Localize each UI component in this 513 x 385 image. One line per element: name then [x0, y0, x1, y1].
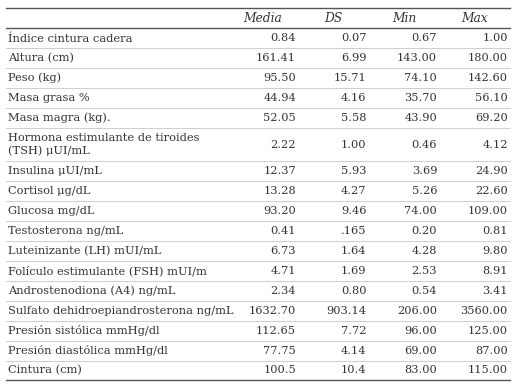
Text: Cintura (cm): Cintura (cm) [8, 365, 82, 376]
Text: Presión diastólica mmHg/dl: Presión diastólica mmHg/dl [8, 345, 168, 356]
Text: 0.46: 0.46 [411, 139, 437, 149]
Text: 96.00: 96.00 [404, 326, 437, 336]
Text: 52.05: 52.05 [263, 113, 296, 123]
Text: 180.00: 180.00 [468, 53, 508, 63]
Text: 3.41: 3.41 [482, 286, 508, 296]
Text: Max: Max [461, 12, 488, 25]
Text: 903.14: 903.14 [327, 306, 367, 316]
Text: 10.4: 10.4 [341, 365, 367, 375]
Text: 1.00: 1.00 [482, 33, 508, 43]
Text: 4.16: 4.16 [341, 93, 367, 103]
Text: 74.00: 74.00 [404, 206, 437, 216]
Text: Min: Min [392, 12, 416, 25]
Text: Presión sistólica mmHg/dl: Presión sistólica mmHg/dl [8, 325, 160, 336]
Text: Cortisol μg/dL: Cortisol μg/dL [8, 186, 90, 196]
Text: 87.00: 87.00 [475, 346, 508, 355]
Text: 4.14: 4.14 [341, 346, 367, 355]
Text: 115.00: 115.00 [468, 365, 508, 375]
Text: 3.69: 3.69 [411, 166, 437, 176]
Text: Testosterona ng/mL: Testosterona ng/mL [8, 226, 123, 236]
Text: 22.60: 22.60 [475, 186, 508, 196]
Text: Androstenodiona (A4) ng/mL: Androstenodiona (A4) ng/mL [8, 285, 175, 296]
Text: 0.07: 0.07 [341, 33, 367, 43]
Text: 83.00: 83.00 [404, 365, 437, 375]
Text: 13.28: 13.28 [263, 186, 296, 196]
Text: 1632.70: 1632.70 [249, 306, 296, 316]
Text: Masa grasa %: Masa grasa % [8, 93, 89, 103]
Text: 143.00: 143.00 [397, 53, 437, 63]
Text: 44.94: 44.94 [263, 93, 296, 103]
Text: 69.00: 69.00 [404, 346, 437, 355]
Text: 4.12: 4.12 [482, 139, 508, 149]
Text: 4.27: 4.27 [341, 186, 367, 196]
Text: 1.00: 1.00 [341, 139, 367, 149]
Text: 9.80: 9.80 [482, 246, 508, 256]
Text: 0.67: 0.67 [411, 33, 437, 43]
Text: 1.64: 1.64 [341, 246, 367, 256]
Text: 206.00: 206.00 [397, 306, 437, 316]
Text: 2.22: 2.22 [270, 139, 296, 149]
Text: 12.37: 12.37 [263, 166, 296, 176]
Text: 8.91: 8.91 [482, 266, 508, 276]
Text: Masa magra (kg).: Masa magra (kg). [8, 113, 110, 123]
Text: 4.71: 4.71 [270, 266, 296, 276]
Text: DS: DS [324, 12, 343, 25]
Text: 0.81: 0.81 [482, 226, 508, 236]
Text: 142.60: 142.60 [468, 73, 508, 83]
Text: 0.84: 0.84 [270, 33, 296, 43]
Text: 0.80: 0.80 [341, 286, 367, 296]
Text: 4.28: 4.28 [411, 246, 437, 256]
Text: Peso (kg): Peso (kg) [8, 73, 61, 84]
Text: 109.00: 109.00 [468, 206, 508, 216]
Text: Sulfato dehidroepiandrosterona ng/mL: Sulfato dehidroepiandrosterona ng/mL [8, 306, 233, 316]
Text: 5.58: 5.58 [341, 113, 367, 123]
Text: 69.20: 69.20 [475, 113, 508, 123]
Text: .165: .165 [341, 226, 367, 236]
Text: Folículo estimulante (FSH) mUI/m: Folículo estimulante (FSH) mUI/m [8, 265, 207, 276]
Text: 1.69: 1.69 [341, 266, 367, 276]
Text: 77.75: 77.75 [263, 346, 296, 355]
Text: 6.99: 6.99 [341, 53, 367, 63]
Text: Hormona estimulante de tiroides
(TSH) μUI/mL: Hormona estimulante de tiroides (TSH) μU… [8, 133, 200, 156]
Text: 9.46: 9.46 [341, 206, 367, 216]
Text: 95.50: 95.50 [263, 73, 296, 83]
Text: Altura (cm): Altura (cm) [8, 53, 74, 64]
Text: 43.90: 43.90 [404, 113, 437, 123]
Text: 56.10: 56.10 [475, 93, 508, 103]
Text: 15.71: 15.71 [334, 73, 367, 83]
Text: 24.90: 24.90 [475, 166, 508, 176]
Text: Media: Media [244, 12, 282, 25]
Text: 6.73: 6.73 [270, 246, 296, 256]
Text: Glucosa mg/dL: Glucosa mg/dL [8, 206, 94, 216]
Text: 93.20: 93.20 [263, 206, 296, 216]
Text: 5.26: 5.26 [411, 186, 437, 196]
Text: Luteinizante (LH) mUI/mL: Luteinizante (LH) mUI/mL [8, 246, 161, 256]
Text: 0.20: 0.20 [411, 226, 437, 236]
Text: 5.93: 5.93 [341, 166, 367, 176]
Text: Índice cintura cadera: Índice cintura cadera [8, 33, 132, 44]
Text: 0.54: 0.54 [411, 286, 437, 296]
Text: 3560.00: 3560.00 [461, 306, 508, 316]
Text: 161.41: 161.41 [256, 53, 296, 63]
Text: 74.10: 74.10 [404, 73, 437, 83]
Text: 0.41: 0.41 [270, 226, 296, 236]
Text: 125.00: 125.00 [468, 326, 508, 336]
Text: 2.53: 2.53 [411, 266, 437, 276]
Text: 35.70: 35.70 [404, 93, 437, 103]
Text: 112.65: 112.65 [256, 326, 296, 336]
Text: 7.72: 7.72 [341, 326, 367, 336]
Text: 2.34: 2.34 [270, 286, 296, 296]
Text: 100.5: 100.5 [263, 365, 296, 375]
Text: Insulina μUI/mL: Insulina μUI/mL [8, 166, 102, 176]
